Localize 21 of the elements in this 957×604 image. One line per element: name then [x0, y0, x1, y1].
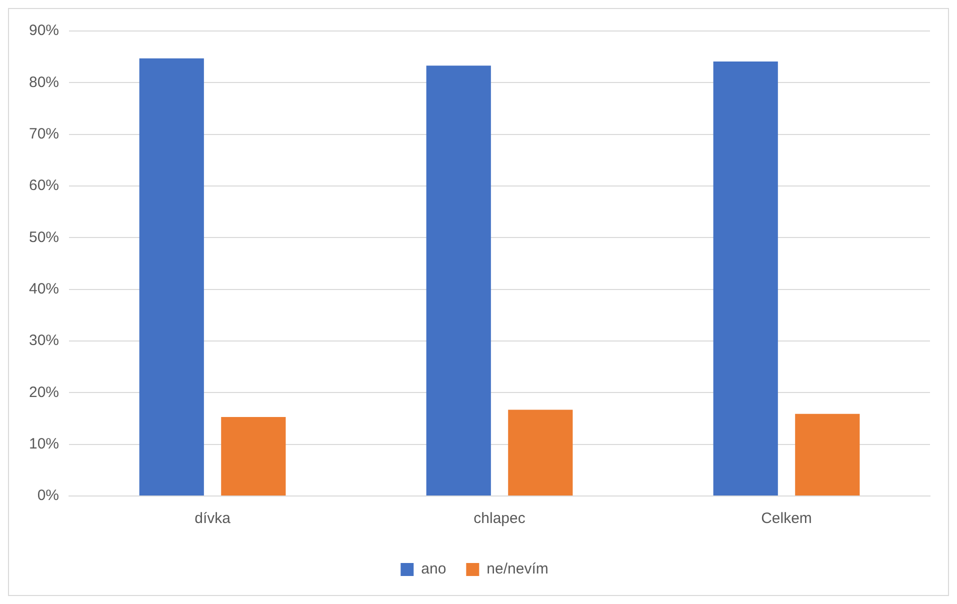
bar [139, 58, 204, 496]
bar [508, 410, 573, 496]
y-tick-label: 90% [28, 22, 60, 40]
y-tick-label: 40% [28, 280, 60, 298]
y-tick-label: 30% [28, 332, 60, 350]
x-tick-label: dívka [194, 510, 232, 528]
y-tick-label: 0% [37, 487, 60, 504]
y-tick-label: 20% [28, 384, 60, 401]
bar [713, 61, 778, 496]
x-tick-label: Celkem [761, 510, 812, 528]
y-tick-label: 50% [28, 228, 60, 246]
x-tick-label: chlapec [474, 510, 526, 528]
y-tick-label: 70% [28, 125, 60, 142]
y-tick-label: 80% [28, 74, 60, 91]
y-tick-label: 10% [28, 435, 60, 452]
bar [795, 414, 860, 496]
y-tick-label: 60% [28, 177, 60, 194]
legend-label: ne/nevím [486, 560, 548, 578]
legend-label: ano [421, 560, 446, 578]
bar [221, 416, 286, 496]
bar [426, 66, 491, 496]
